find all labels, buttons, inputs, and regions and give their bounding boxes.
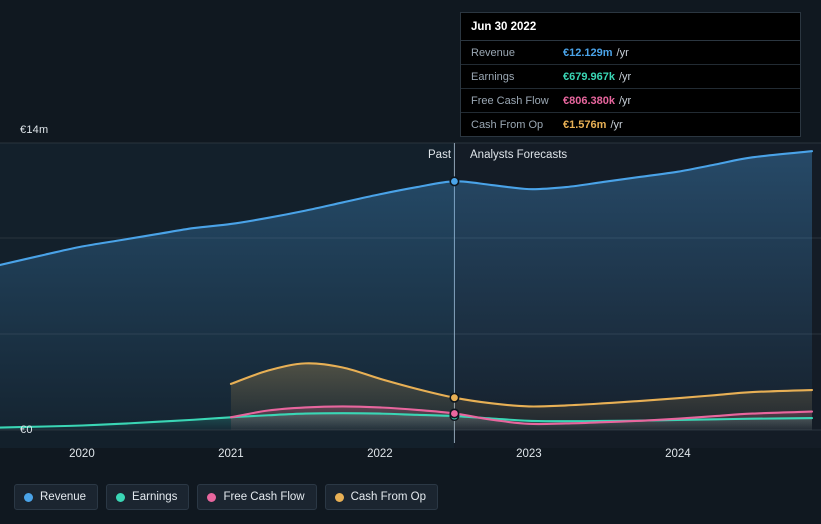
tooltip-series-name: Cash From Op	[471, 118, 544, 131]
tooltip-row: Free Cash Flow €806.380k/yr	[461, 89, 800, 113]
chart-tooltip: Jun 30 2022 Revenue €12.129m/yr Earnings €6…	[460, 12, 801, 137]
tooltip-series-unit: /yr	[616, 46, 629, 59]
y-axis-label-zero: €0	[20, 424, 33, 436]
tooltip-series-unit: /yr	[610, 118, 623, 131]
x-axis-tick-2020: 2020	[69, 448, 95, 460]
x-axis-tick-2021: 2021	[218, 448, 244, 460]
tooltip-series-value: €12.129m/yr	[563, 46, 629, 59]
legend-item-cash-from-op[interactable]: Cash From Op	[324, 484, 439, 510]
legend-item-revenue[interactable]: Revenue	[14, 484, 99, 510]
tooltip-series-name: Free Cash Flow	[471, 94, 549, 107]
legend-item-free-cash-flow[interactable]: Free Cash Flow	[197, 484, 317, 510]
legend-label: Free Cash Flow	[223, 491, 305, 503]
legend-label: Earnings	[132, 491, 178, 503]
x-axis-tick-2023: 2023	[516, 448, 542, 460]
legend-item-earnings[interactable]: Earnings	[106, 484, 190, 510]
x-axis-tick-2024: 2024	[665, 448, 691, 460]
x-axis-tick-2022: 2022	[367, 448, 393, 460]
y-axis-label-top: €14m	[20, 124, 49, 136]
tooltip-series-unit: /yr	[619, 94, 632, 107]
tooltip-series-value: €679.967k/yr	[563, 70, 632, 83]
tooltip-date: Jun 30 2022	[461, 13, 800, 41]
legend-color-dot	[207, 492, 217, 502]
past-label: Past	[428, 149, 452, 161]
legend-color-dot	[334, 492, 344, 502]
chart-legend[interactable]: Revenue Earnings Free Cash Flow Cash From O…	[14, 484, 439, 510]
tooltip-series-name: Earnings	[471, 70, 515, 83]
tooltip-series-name: Revenue	[471, 46, 516, 59]
tooltip-row: Earnings €679.967k/yr	[461, 65, 800, 89]
tooltip-series-value: €1.576m/yr	[563, 118, 623, 131]
legend-color-dot	[116, 492, 126, 502]
tooltip-series-unit: /yr	[619, 70, 632, 83]
x-axis-labels: 2020 2021 2022 2023 2024	[0, 448, 821, 468]
legend-label: Revenue	[40, 491, 87, 503]
tooltip-row: Cash From Op €1.576m/yr	[461, 113, 800, 136]
forecast-label: Analysts Forecasts	[470, 149, 568, 161]
tooltip-row: Revenue €12.129m/yr	[461, 41, 800, 65]
legend-label: Cash From Op	[350, 491, 427, 503]
legend-color-dot	[24, 492, 33, 502]
tooltip-rows: Revenue €12.129m/yr Earnings €679.967k/yr Fr…	[461, 41, 800, 136]
tooltip-series-value: €806.380k/yr	[563, 94, 632, 107]
